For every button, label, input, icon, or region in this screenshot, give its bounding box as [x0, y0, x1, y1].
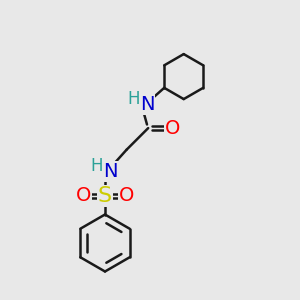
Text: S: S — [98, 186, 112, 206]
Text: N: N — [103, 162, 118, 181]
Text: O: O — [76, 186, 91, 206]
Text: O: O — [119, 186, 134, 206]
Text: H: H — [127, 90, 140, 108]
Text: O: O — [165, 118, 181, 138]
Text: H: H — [90, 157, 103, 175]
Text: N: N — [140, 95, 154, 114]
